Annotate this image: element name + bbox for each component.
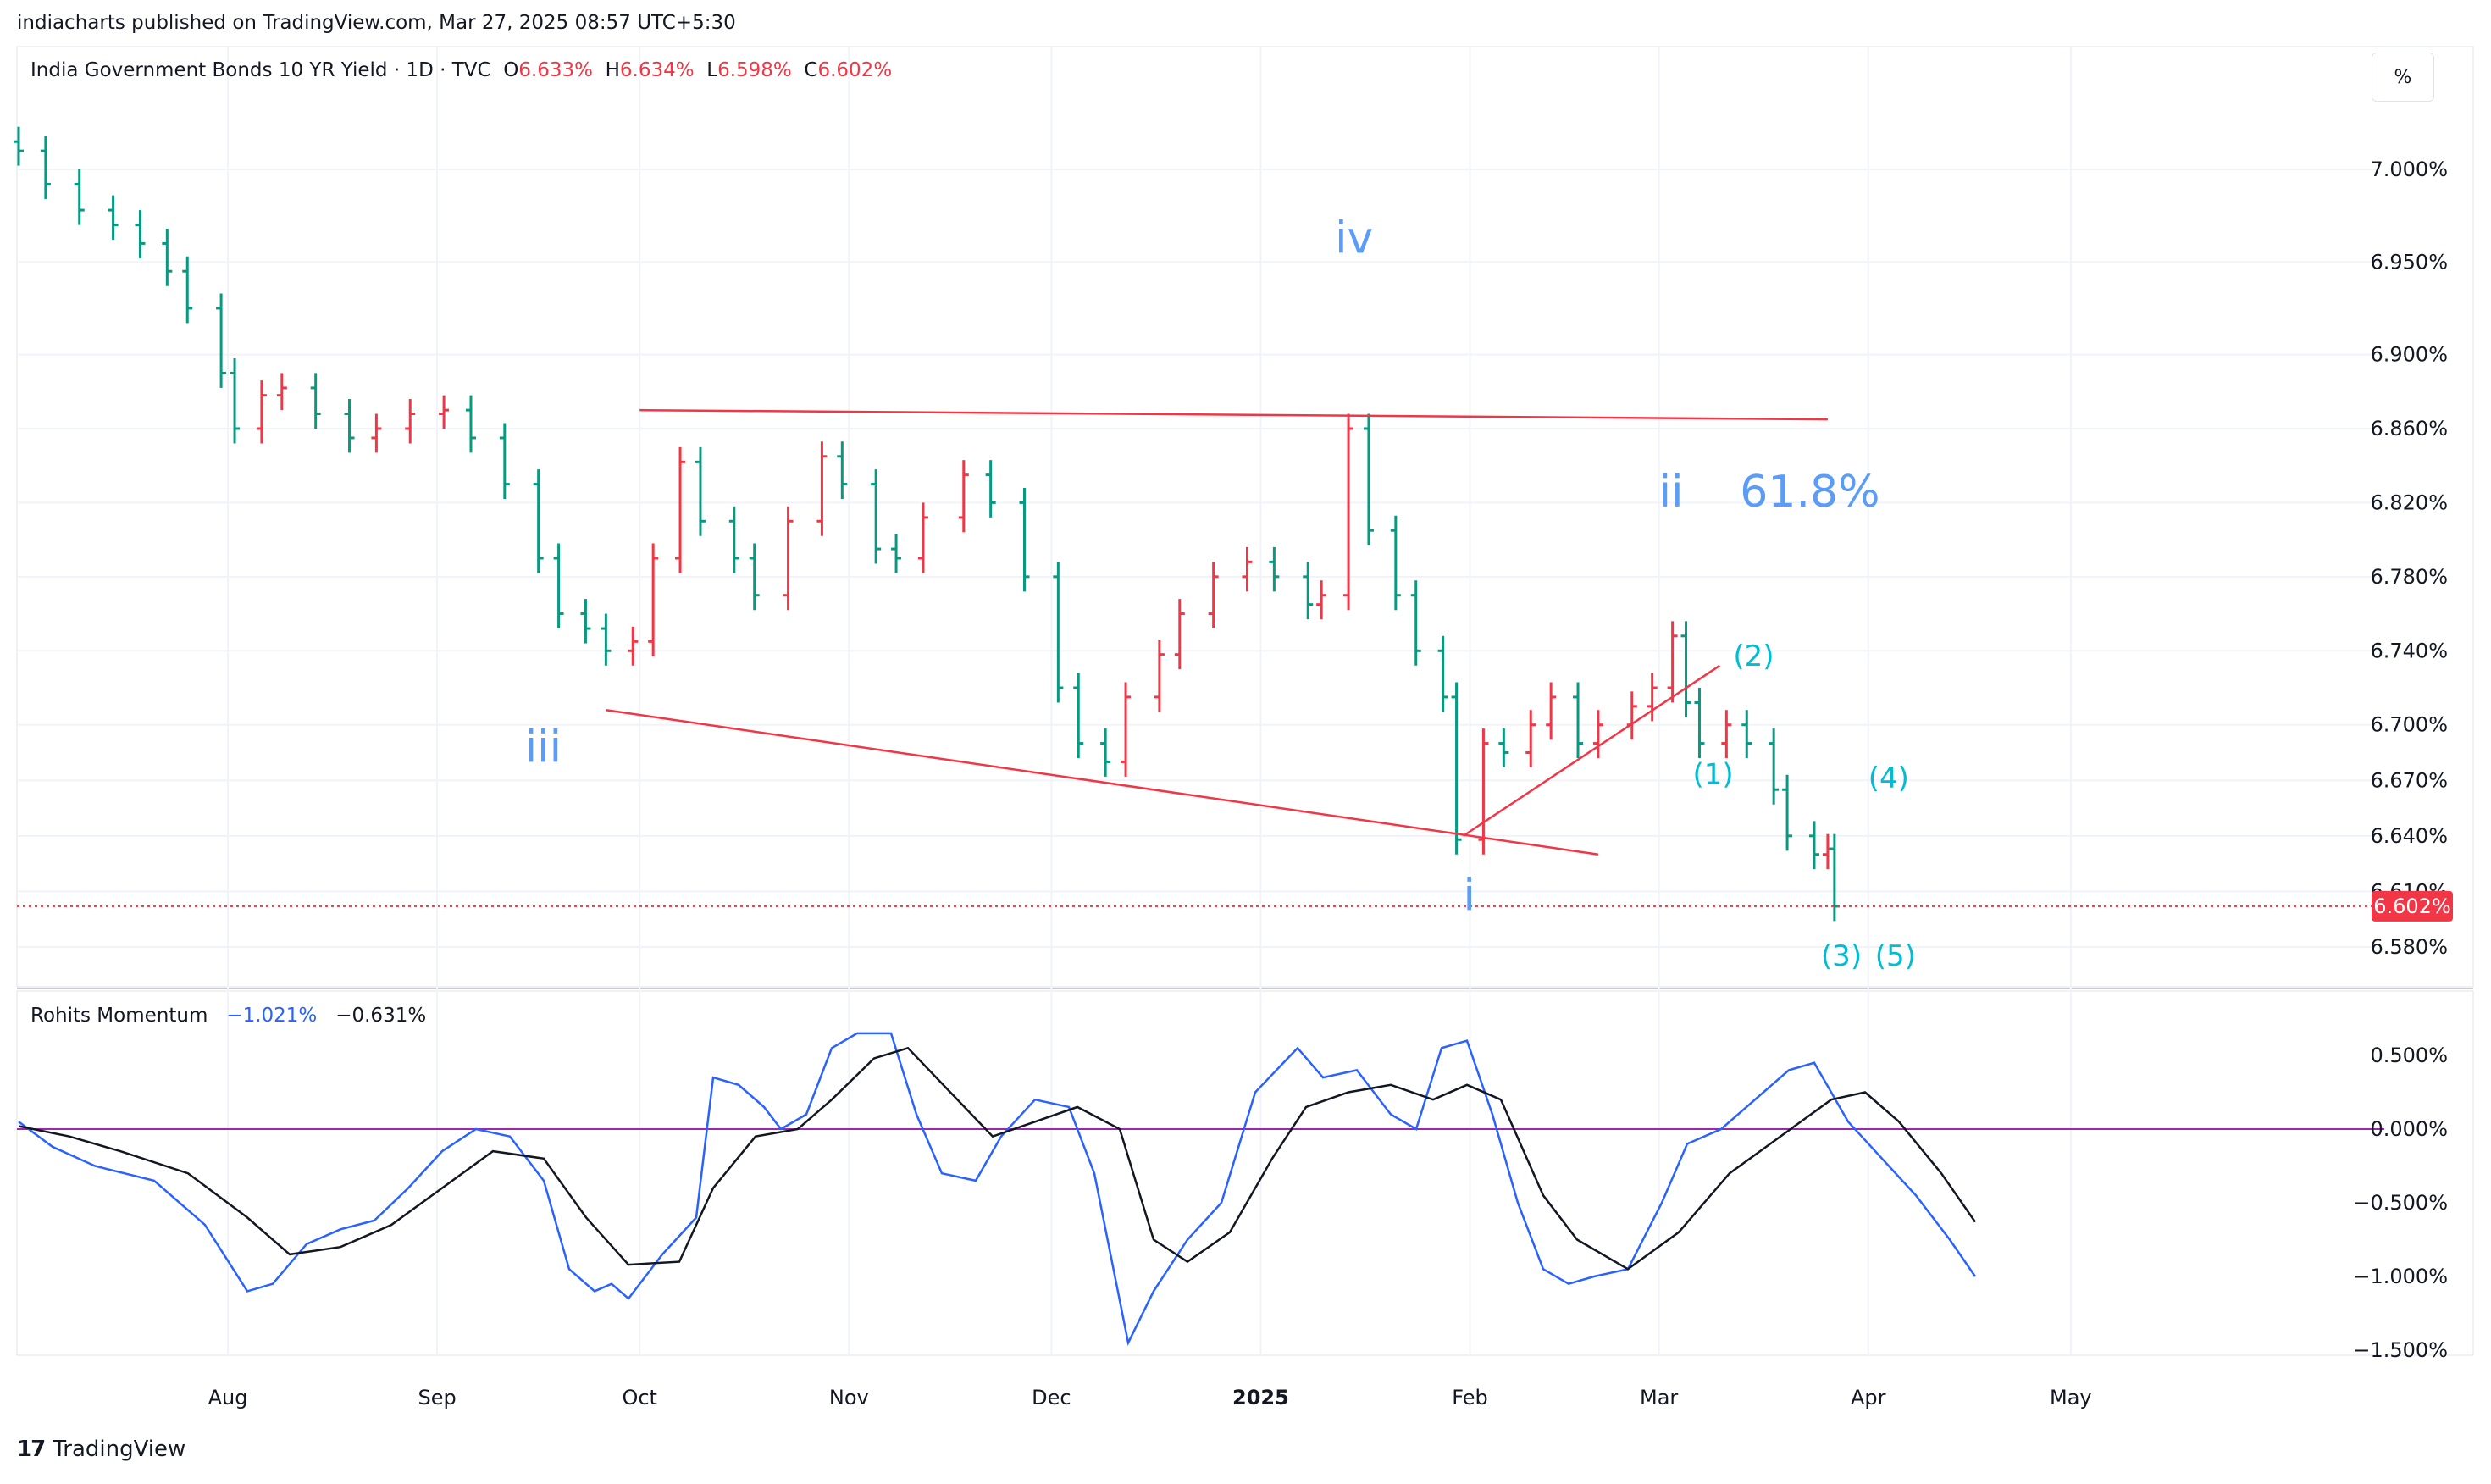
price-tick-label: 6.820% bbox=[2370, 490, 2448, 514]
indicator-name: Rohits Momentum bbox=[30, 1005, 208, 1027]
wave-label-4: (4) bbox=[1868, 761, 1909, 795]
momentum-tick-label: −1.500% bbox=[2353, 1338, 2448, 1362]
open-label: O bbox=[503, 59, 519, 81]
momentum-tick-label: −1.000% bbox=[2353, 1265, 2448, 1288]
indicator-pane-frame bbox=[16, 990, 2474, 1356]
time-tick-label: Apr bbox=[1851, 1386, 1886, 1409]
time-tick-label: Nov bbox=[829, 1386, 869, 1409]
close-value: 6.602% bbox=[817, 59, 893, 81]
symbol-title[interactable]: India Government Bonds 10 YR Yield · 1D … bbox=[30, 59, 491, 81]
wave-label-5: (5) bbox=[1875, 939, 1916, 973]
time-tick-label: Oct bbox=[622, 1386, 657, 1409]
current-price-tag bbox=[2372, 890, 2453, 922]
price-tick-label: 6.580% bbox=[2370, 935, 2448, 959]
wave-label-1: (1) bbox=[1693, 758, 1734, 792]
wave-label-2: (2) bbox=[1733, 640, 1774, 673]
price-tick-label: 6.740% bbox=[2370, 639, 2448, 662]
trendline bbox=[606, 708, 1599, 856]
brand-name: TradingView bbox=[53, 1437, 186, 1462]
tradingview-logo-icon: 17 bbox=[17, 1437, 46, 1462]
time-tick-label: 2025 bbox=[1232, 1386, 1289, 1409]
close-label: C bbox=[804, 59, 818, 81]
momentum-tick-label: −0.500% bbox=[2353, 1191, 2448, 1215]
time-tick-label: Feb bbox=[1452, 1386, 1488, 1409]
wave-label-i: i bbox=[1464, 870, 1475, 921]
wave-label-iv: iv bbox=[1335, 213, 1373, 263]
indicator-value-slow: −0.631% bbox=[335, 1005, 427, 1027]
percent-scale-button[interactable]: % bbox=[2372, 53, 2434, 102]
indicator-legend[interactable]: Rohits Momentum −1.021% −0.631% bbox=[30, 1005, 426, 1027]
price-tick-label: 6.640% bbox=[2370, 824, 2448, 848]
momentum-tick-label: 0.500% bbox=[2370, 1044, 2448, 1067]
wave-label-ii: ii bbox=[1659, 467, 1684, 518]
price-pane-frame bbox=[16, 46, 2474, 988]
time-tick-label: May bbox=[2050, 1386, 2092, 1409]
current-price-tag-text: 6.602% bbox=[2373, 894, 2451, 918]
price-tick-label: 6.670% bbox=[2370, 768, 2448, 792]
time-tick-label: Aug bbox=[208, 1386, 248, 1409]
open-value: 6.633% bbox=[518, 59, 593, 81]
high-value: 6.634% bbox=[619, 59, 695, 81]
fib-label: 61.8% bbox=[1740, 467, 1879, 518]
low-label: L bbox=[706, 59, 718, 81]
price-tick-label: 6.700% bbox=[2370, 713, 2448, 737]
momentum-slow-line bbox=[18, 1046, 1977, 1271]
wave-label-3: (3) bbox=[1821, 939, 1862, 973]
time-tick-label: Sep bbox=[418, 1386, 457, 1409]
indicator-value-fast: −1.021% bbox=[226, 1005, 318, 1027]
momentum-fast-line bbox=[18, 1032, 1977, 1347]
wave-label-iii: iii bbox=[525, 722, 562, 772]
symbol-legend: India Government Bonds 10 YR Yield · 1D … bbox=[30, 59, 892, 81]
trendline bbox=[639, 408, 1828, 421]
price-tick-label: 7.000% bbox=[2370, 158, 2448, 181]
price-tick-label: 6.900% bbox=[2370, 343, 2448, 367]
price-tick-label: 6.950% bbox=[2370, 250, 2448, 274]
price-tick-label: 6.780% bbox=[2370, 565, 2448, 589]
high-label: H bbox=[605, 59, 620, 81]
low-value: 6.598% bbox=[717, 59, 792, 81]
price-tick-label: 6.860% bbox=[2370, 417, 2448, 440]
footer-brand[interactable]: 17 TradingView bbox=[17, 1437, 185, 1462]
time-tick-label: Mar bbox=[1640, 1386, 1678, 1409]
momentum-tick-label: 0.000% bbox=[2370, 1117, 2448, 1141]
trendline bbox=[1462, 664, 1721, 837]
time-tick-label: Dec bbox=[1032, 1386, 1071, 1409]
published-line: indiacharts published on TradingView.com… bbox=[17, 12, 736, 34]
